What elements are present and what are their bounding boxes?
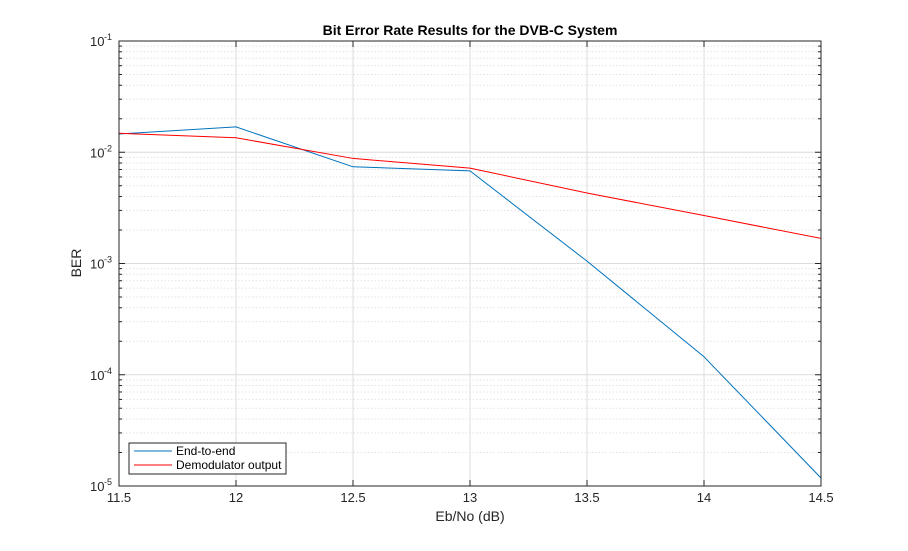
x-tick-label: 14 [697,490,711,505]
axis-ticks [118,40,822,487]
y-tick-base: 10 [90,257,104,272]
y-tick-label: 10 -1 [90,32,112,49]
y-tick-exponent: -1 [104,32,112,42]
legend-box [128,442,287,475]
x-tick-label: 13.5 [574,490,599,505]
x-tick-label: 12.5 [340,490,365,505]
y-tick-base: 10 [90,479,104,494]
x-axis-label: Eb/No (dB) [435,508,504,524]
y-tick-labels: 10-110-210-310-410-5 [90,32,112,494]
series-line-1 [119,126,821,479]
y-tick-exponent: -5 [104,477,112,487]
y-tick-label: 10 -3 [90,255,112,272]
y-tick-label: 10 -2 [90,143,112,160]
y-tick-exponent: -4 [104,366,112,376]
x-tick-label: 12 [229,490,243,505]
y-tick-base: 10 [90,34,104,49]
y-tick-exponent: -3 [104,255,112,265]
y-tick-base: 10 [90,145,104,160]
y-tick-label: 10 -4 [90,366,112,383]
y-tick-base: 10 [90,368,104,383]
x-tick-label: 14.5 [808,490,833,505]
y-tick-exponent: -2 [104,143,112,153]
y-tick-label: 10 -5 [90,477,112,494]
x-tick-label: 13 [463,490,477,505]
x-tick-labels: 11.5 12 12.5 13 13.5 14 14.5 [107,490,834,505]
series-line-2 [119,132,821,239]
x-tick-label: 11.5 [107,490,131,505]
legend-label-1: End-to-end [176,444,235,458]
y-axis-label: BER [68,249,84,278]
series-layer [119,126,821,479]
chart-title: Bit Error Rate Results for the DVB-C Sys… [323,22,618,38]
legend-label-2: Demodulator output [176,458,282,472]
